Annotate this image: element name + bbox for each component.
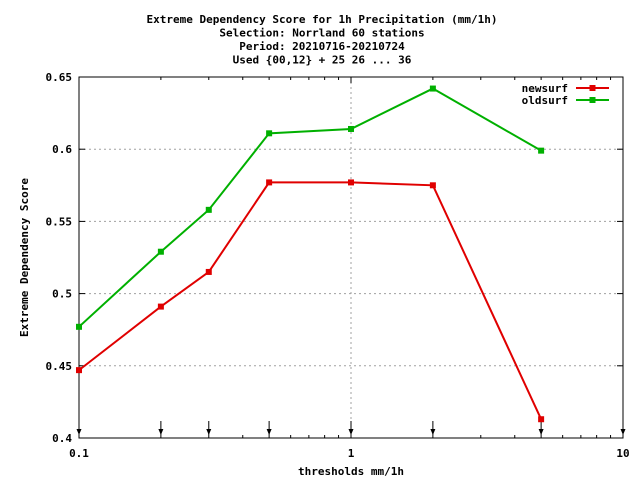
y-tick-label: 0.55	[46, 215, 73, 228]
data-point-oldsurf	[348, 125, 354, 132]
data-point-newsurf	[76, 367, 82, 374]
data-point-oldsurf	[76, 323, 82, 330]
data-point-newsurf	[266, 179, 273, 186]
y-axis: 0.4 0.45 0.5 0.55 0.6 0.65	[46, 71, 623, 445]
data-point-newsurf	[157, 303, 164, 310]
legend-marker-oldsurf	[589, 97, 596, 103]
data-point-newsurf	[538, 416, 545, 423]
threshold-marker-arrow	[76, 429, 82, 435]
data-point-newsurf	[205, 268, 212, 275]
x-tick-label: 0.1	[69, 447, 89, 460]
title-line: Selection: Norrland 60 stations	[219, 27, 424, 40]
data-point-oldsurf	[538, 147, 545, 154]
y-tick-label: 0.5	[52, 288, 72, 301]
chart-title: Extreme Dependency Score for 1h Precipit…	[147, 13, 498, 67]
series-line-oldsurf	[78, 87, 542, 328]
data-point-oldsurf	[266, 130, 273, 137]
y-tick-label: 0.65	[46, 71, 73, 84]
x-axis-label: thresholds mm/1h	[298, 465, 404, 478]
title-line: Used {00,12} + 25 26 ... 36	[233, 54, 412, 67]
legend-marker-newsurf	[589, 85, 596, 91]
x-tick-label: 10	[616, 447, 629, 460]
data-point-oldsurf	[205, 206, 212, 213]
data-point-newsurf	[429, 182, 436, 189]
y-tick-label: 0.6	[52, 143, 72, 156]
threshold-marker-arrow	[538, 429, 544, 435]
y-tick-label: 0.45	[46, 360, 73, 373]
threshold-marker-arrow	[266, 429, 272, 435]
threshold-marker-arrow	[206, 429, 212, 435]
threshold-markers	[76, 421, 626, 435]
x-tick-label: 1	[348, 447, 355, 460]
threshold-marker-arrow	[620, 429, 626, 435]
x-axis: 0.1 1 10	[69, 77, 630, 460]
series-line-newsurf	[78, 181, 543, 420]
threshold-marker-arrow	[348, 429, 354, 435]
y-axis-label: Extreme Dependency Score	[18, 178, 31, 337]
title-line: Extreme Dependency Score for 1h Precipit…	[147, 13, 498, 26]
title-line: Period: 20210716-20210724	[239, 40, 405, 53]
data-point-newsurf	[348, 179, 354, 186]
threshold-marker-arrow	[430, 429, 436, 435]
legend-label-newsurf: newsurf	[522, 82, 568, 95]
threshold-marker-arrow	[158, 429, 164, 435]
data-point-oldsurf	[429, 85, 436, 92]
y-tick-label: 0.4	[52, 432, 72, 445]
series-group	[76, 85, 545, 423]
data-point-oldsurf	[157, 248, 164, 255]
grid-lines	[79, 77, 623, 438]
legend-label-oldsurf: oldsurf	[522, 94, 568, 107]
